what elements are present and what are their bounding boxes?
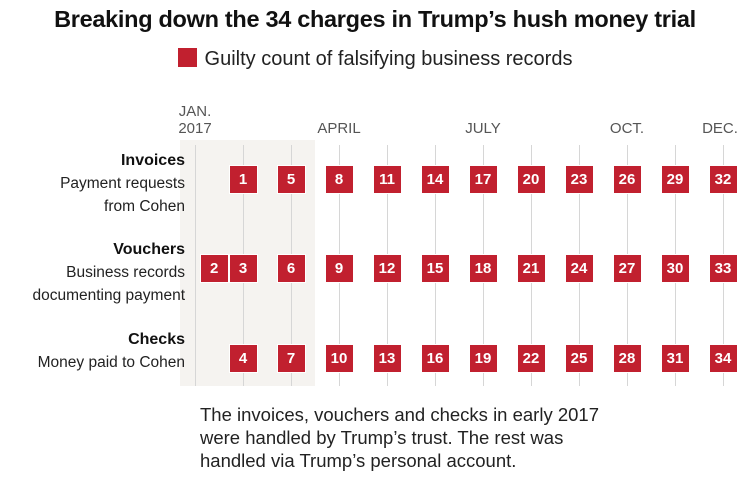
charge-box: 4 <box>228 343 258 373</box>
charge-box: 2 <box>199 253 229 283</box>
row-title: Invoices <box>120 152 185 169</box>
charge-box: 9 <box>324 253 354 283</box>
charge-box: 8 <box>324 164 354 194</box>
charge-box: 30 <box>660 253 690 283</box>
month-label: JAN. 2017 <box>178 103 212 137</box>
month-label: APRIL <box>317 120 361 137</box>
charge-box: 23 <box>564 164 594 194</box>
charge-box: 15 <box>420 253 450 283</box>
charge-box: 26 <box>612 164 642 194</box>
legend-label: Guilty count of falsifying business reco… <box>204 48 573 70</box>
footnote-line: The invoices, vouchers and checks in ear… <box>200 404 599 425</box>
row-subtitle: from Cohen <box>104 198 185 215</box>
charge-box: 12 <box>372 253 402 283</box>
charge-box: 33 <box>708 253 738 283</box>
charge-box: 20 <box>516 164 546 194</box>
month-label: DEC. <box>702 120 738 137</box>
charge-box: 1 <box>228 164 258 194</box>
charge-box: 34 <box>708 343 738 373</box>
row-subtitle: Payment requests <box>60 175 185 192</box>
row-label: Vouchers Business records documenting paym… <box>32 238 185 307</box>
charge-box: 32 <box>708 164 738 194</box>
charge-box: 5 <box>276 164 306 194</box>
charge-box: 27 <box>612 253 642 283</box>
gridline <box>195 145 196 386</box>
month-label: OCT. <box>609 120 645 137</box>
charge-box: 7 <box>276 343 306 373</box>
row-subtitle: Money paid to Cohen <box>37 354 185 371</box>
charge-box: 31 <box>660 343 690 373</box>
charge-box: 6 <box>276 253 306 283</box>
legend: Guilty count of falsifying business reco… <box>0 48 750 71</box>
charge-box: 11 <box>372 164 402 194</box>
charge-box: 29 <box>660 164 690 194</box>
row-title: Checks <box>128 331 185 348</box>
charge-box: 16 <box>420 343 450 373</box>
row-label: Invoices Payment requests from Cohen <box>60 149 185 218</box>
charge-box: 21 <box>516 253 546 283</box>
charge-box: 17 <box>468 164 498 194</box>
legend-swatch <box>177 48 197 67</box>
row-label: Checks Money paid to Cohen <box>38 328 185 374</box>
charge-box: 14 <box>420 164 450 194</box>
footnote-line: handled via Trump’s personal account. <box>200 450 517 471</box>
row-subtitle: Business records <box>66 264 185 281</box>
chart-title: Breaking down the 34 charges in Trump’s … <box>54 6 696 32</box>
footnote: The invoices, vouchers and checks in ear… <box>200 403 599 472</box>
charge-box: 3 <box>228 253 258 283</box>
charge-box: 25 <box>564 343 594 373</box>
charge-box: 18 <box>468 253 498 283</box>
charge-box: 22 <box>516 343 546 373</box>
charge-box: 13 <box>372 343 402 373</box>
footnote-line: were handled by Trump’s trust. The rest … <box>200 427 564 448</box>
charge-box: 28 <box>612 343 642 373</box>
charge-box: 10 <box>324 343 354 373</box>
row-title: Vouchers <box>113 241 185 258</box>
charge-box: 24 <box>564 253 594 283</box>
charge-box: 19 <box>468 343 498 373</box>
row-subtitle: documenting payment <box>32 287 185 304</box>
month-label: JULY <box>465 120 501 137</box>
